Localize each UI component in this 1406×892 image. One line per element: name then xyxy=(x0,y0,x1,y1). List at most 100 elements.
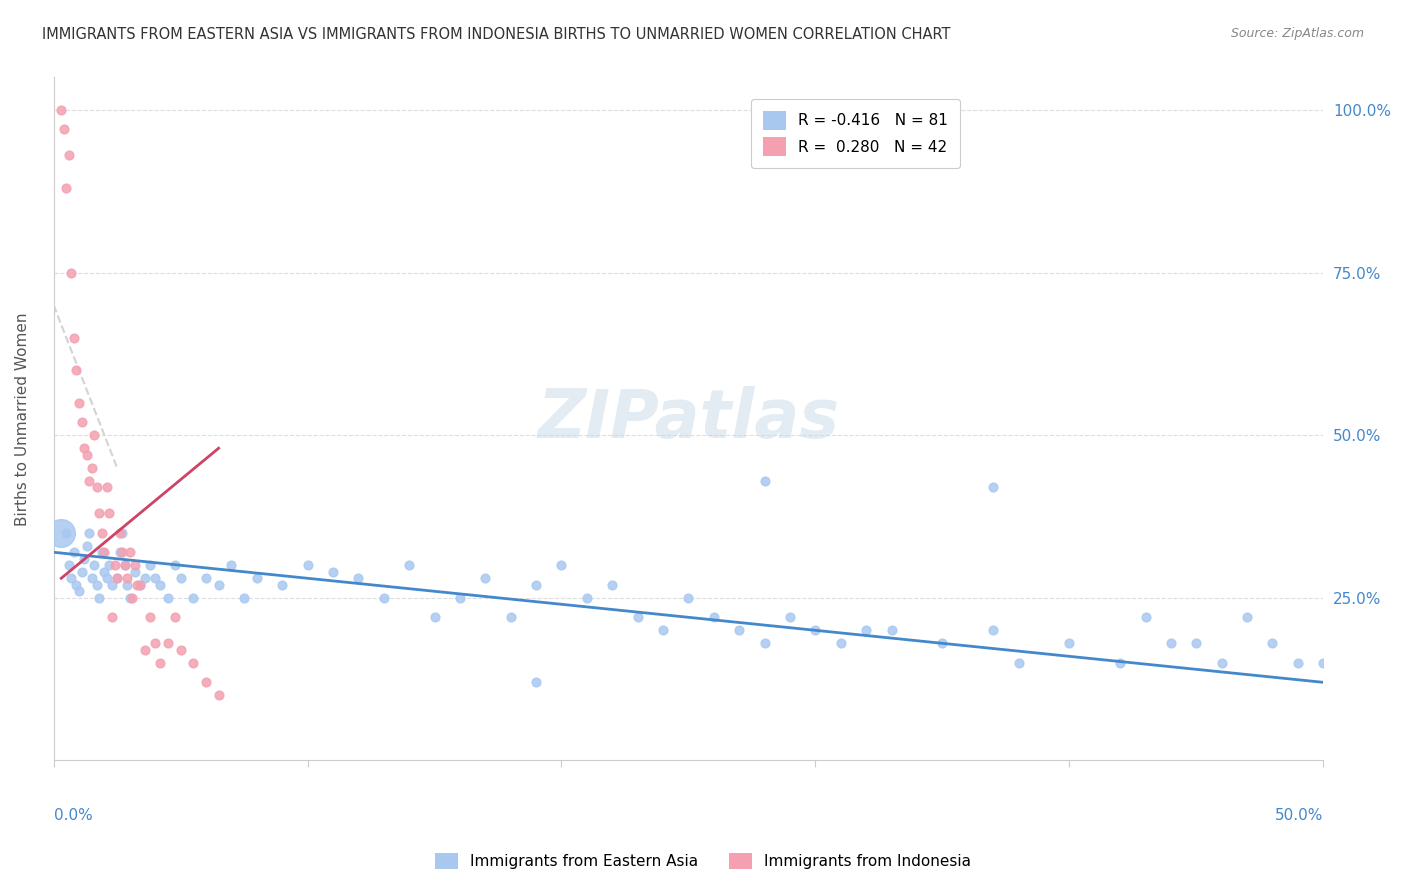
Point xyxy=(96,480,118,494)
Point xyxy=(89,506,111,520)
Point xyxy=(70,415,93,429)
Point xyxy=(221,558,243,573)
Point xyxy=(103,558,125,573)
Point xyxy=(76,448,98,462)
Point xyxy=(1007,656,1029,670)
Point xyxy=(1160,636,1182,650)
Point xyxy=(98,506,121,520)
Point xyxy=(208,689,231,703)
Point xyxy=(627,610,650,624)
Point xyxy=(600,578,623,592)
Point xyxy=(93,545,115,559)
Point xyxy=(67,584,90,599)
Point xyxy=(89,591,111,605)
Point xyxy=(1312,656,1334,670)
Point xyxy=(101,578,124,592)
Text: IMMIGRANTS FROM EASTERN ASIA VS IMMIGRANTS FROM INDONESIA BIRTHS TO UNMARRIED WO: IMMIGRANTS FROM EASTERN ASIA VS IMMIGRAN… xyxy=(42,27,950,42)
Point xyxy=(83,428,105,442)
Point xyxy=(58,148,80,162)
Point xyxy=(83,558,105,573)
Point xyxy=(105,571,128,585)
Point xyxy=(80,571,103,585)
Point xyxy=(63,545,86,559)
Point xyxy=(108,545,131,559)
Point xyxy=(127,578,149,592)
Point xyxy=(754,636,776,650)
Text: 0.0%: 0.0% xyxy=(53,808,93,823)
Point xyxy=(703,610,725,624)
Point xyxy=(194,571,217,585)
Point xyxy=(423,610,446,624)
Point xyxy=(1261,636,1284,650)
Point xyxy=(60,571,83,585)
Point xyxy=(73,441,96,455)
Legend: Immigrants from Eastern Asia, Immigrants from Indonesia: Immigrants from Eastern Asia, Immigrants… xyxy=(429,847,977,875)
Point xyxy=(194,675,217,690)
Point xyxy=(1059,636,1081,650)
Point xyxy=(101,610,124,624)
Point xyxy=(1109,656,1132,670)
Point xyxy=(398,558,420,573)
Point xyxy=(550,558,572,573)
Point xyxy=(1135,610,1157,624)
Point xyxy=(779,610,801,624)
Point xyxy=(165,558,187,573)
Point xyxy=(90,525,112,540)
Point xyxy=(1286,656,1309,670)
Point xyxy=(86,578,108,592)
Point xyxy=(169,571,191,585)
Point xyxy=(55,181,77,195)
Point xyxy=(880,624,903,638)
Point xyxy=(111,525,134,540)
Point xyxy=(114,558,136,573)
Point xyxy=(118,545,141,559)
Point xyxy=(117,578,139,592)
Point xyxy=(149,656,172,670)
Point xyxy=(297,558,319,573)
Point xyxy=(124,565,146,579)
Point xyxy=(52,122,75,136)
Point xyxy=(233,591,256,605)
Point xyxy=(129,578,152,592)
Legend: R = -0.416   N = 81, R =  0.280   N = 42: R = -0.416 N = 81, R = 0.280 N = 42 xyxy=(751,99,960,168)
Point xyxy=(181,591,204,605)
Point xyxy=(156,636,179,650)
Point xyxy=(208,578,231,592)
Text: Source: ZipAtlas.com: Source: ZipAtlas.com xyxy=(1230,27,1364,40)
Point xyxy=(65,578,87,592)
Point xyxy=(143,636,166,650)
Point xyxy=(322,565,344,579)
Point xyxy=(271,578,294,592)
Point xyxy=(67,395,90,409)
Point xyxy=(246,571,269,585)
Point xyxy=(499,610,522,624)
Point xyxy=(65,363,87,377)
Point xyxy=(143,571,166,585)
Point xyxy=(678,591,700,605)
Point xyxy=(80,460,103,475)
Point xyxy=(1211,656,1233,670)
Y-axis label: Births to Unmarried Women: Births to Unmarried Women xyxy=(15,312,30,525)
Point xyxy=(830,636,852,650)
Point xyxy=(134,571,156,585)
Point xyxy=(90,545,112,559)
Point xyxy=(449,591,471,605)
Point xyxy=(73,551,96,566)
Point xyxy=(114,558,136,573)
Point xyxy=(169,643,191,657)
Point xyxy=(181,656,204,670)
Point xyxy=(652,624,675,638)
Point xyxy=(347,571,370,585)
Point xyxy=(77,525,100,540)
Point xyxy=(105,571,128,585)
Point xyxy=(51,525,73,540)
Point xyxy=(1185,636,1208,650)
Point xyxy=(63,330,86,344)
Point xyxy=(121,591,143,605)
Point xyxy=(96,571,118,585)
Point xyxy=(981,624,1004,638)
Point xyxy=(76,539,98,553)
Point xyxy=(98,558,121,573)
Point xyxy=(474,571,496,585)
Point xyxy=(754,474,776,488)
